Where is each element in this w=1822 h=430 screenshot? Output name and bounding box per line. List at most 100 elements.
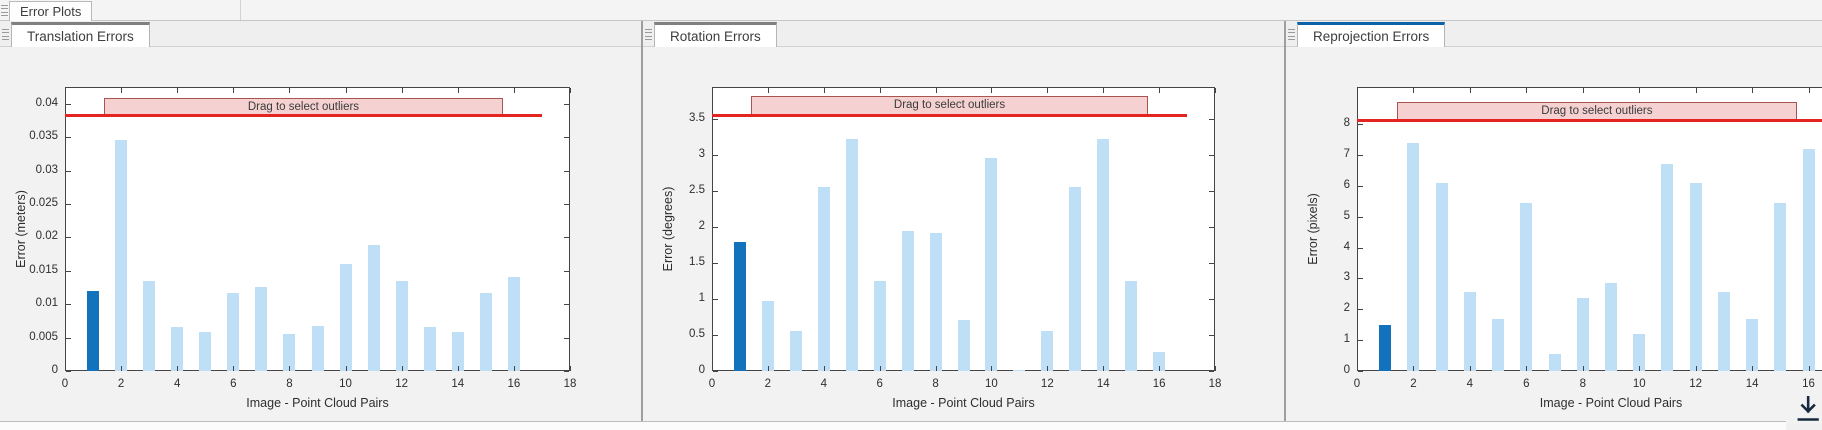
y-tick	[713, 227, 718, 229]
x-tick	[1047, 366, 1049, 371]
x-tick-label: 8	[1579, 378, 1586, 390]
threshold-line[interactable]	[1357, 118, 1822, 122]
y-tick-label: 1.5	[689, 256, 705, 269]
bar-2[interactable]	[1407, 142, 1420, 371]
bar-15[interactable]	[1774, 202, 1787, 371]
grip-icon[interactable]	[645, 29, 652, 40]
x-tick	[1582, 88, 1584, 93]
y-tick	[713, 119, 718, 121]
x-tick	[233, 366, 235, 371]
x-tick	[345, 366, 347, 371]
y-tick	[66, 371, 71, 372]
bar-9[interactable]	[311, 326, 324, 371]
bar-7[interactable]	[901, 230, 914, 371]
bar-1[interactable]	[87, 290, 100, 371]
bar-16[interactable]	[1802, 148, 1815, 371]
export-download-icon[interactable]	[1793, 392, 1821, 426]
bar-8[interactable]	[1576, 298, 1589, 371]
y-tick-label: 4	[1343, 240, 1350, 253]
tab-error-plots[interactable]: Error Plots	[9, 1, 93, 21]
x-tick-label: 2	[1410, 378, 1417, 390]
tab-rotation-errors[interactable]: Rotation Errors	[654, 22, 777, 47]
bar-10[interactable]	[339, 264, 352, 371]
bar-16[interactable]	[507, 277, 520, 371]
y-tick	[1358, 216, 1363, 218]
x-tick-label: 18	[1208, 378, 1222, 390]
bar-3[interactable]	[1435, 182, 1448, 371]
x-tick-label: 16	[507, 378, 521, 390]
y-tick-label: 0.025	[29, 196, 58, 209]
outlier-band[interactable]: Drag to select outliers	[751, 95, 1148, 116]
bar-15[interactable]	[479, 293, 492, 371]
panel-splitter[interactable]	[1284, 21, 1286, 424]
bar-6[interactable]	[1520, 202, 1533, 371]
bar-13[interactable]	[1717, 292, 1730, 371]
bar-10[interactable]	[985, 158, 998, 371]
grip-icon[interactable]	[2, 29, 9, 40]
panel-rotation-errors: Rotation Errors Drag to select outliers 0…	[643, 21, 1284, 424]
translation-tabbar: Translation Errors	[0, 21, 641, 47]
bar-14[interactable]	[451, 332, 464, 371]
bar-4[interactable]	[1463, 292, 1476, 371]
bar-5[interactable]	[845, 138, 858, 371]
bar-7[interactable]	[255, 286, 268, 371]
x-tick	[177, 366, 179, 371]
figure-tabbar: Error Plots	[0, 0, 1822, 21]
x-tick-label: 14	[1745, 378, 1759, 390]
y-tick	[564, 203, 569, 205]
bar-2[interactable]	[761, 300, 774, 371]
bar-4[interactable]	[171, 326, 184, 371]
bar-8[interactable]	[929, 232, 942, 371]
panel-splitter[interactable]	[641, 21, 643, 424]
bar-14[interactable]	[1746, 318, 1759, 371]
bar-9[interactable]	[1605, 283, 1617, 371]
panel-translation-errors: Translation Errors Drag to select outlie…	[0, 21, 641, 424]
band-label: Drag to select outliers	[247, 100, 360, 113]
bar-10[interactable]	[1633, 333, 1646, 371]
grip-icon[interactable]	[1288, 29, 1295, 40]
bar-13[interactable]	[1069, 186, 1082, 371]
y-tick-label: 2	[698, 220, 705, 233]
bar-5[interactable]	[1492, 318, 1505, 371]
x-tick	[1752, 88, 1754, 93]
bar-12[interactable]	[395, 280, 408, 371]
y-tick-label: 0.035	[29, 130, 58, 143]
x-tick-label: 0	[1353, 378, 1361, 390]
bar-15[interactable]	[1125, 281, 1138, 371]
bar-3[interactable]	[143, 280, 156, 371]
tab-translation-errors[interactable]: Translation Errors	[11, 22, 150, 47]
bar-13[interactable]	[423, 326, 436, 371]
grip-icon[interactable]	[1, 5, 8, 16]
bar-8[interactable]	[283, 333, 296, 371]
bar-4[interactable]	[817, 186, 830, 371]
tab-reprojection-errors[interactable]: Reprojection Errors	[1297, 22, 1446, 47]
outlier-band[interactable]: Drag to select outliers	[104, 98, 503, 116]
threshold-line[interactable]	[65, 113, 542, 117]
bar-6[interactable]	[227, 293, 240, 371]
bar-5[interactable]	[199, 332, 212, 371]
bar-14[interactable]	[1097, 139, 1110, 371]
y-tick	[66, 170, 71, 172]
outlier-band[interactable]: Drag to select outliers	[1396, 101, 1798, 121]
bar-1[interactable]	[1379, 324, 1392, 371]
x-tick-label: 18	[563, 378, 577, 390]
x-tick	[233, 88, 235, 93]
bar-1[interactable]	[733, 241, 746, 371]
bar-3[interactable]	[789, 330, 802, 371]
x-tick	[1808, 88, 1810, 93]
x-tick	[991, 366, 993, 371]
x-tick-label: 12	[1689, 378, 1703, 390]
bar-9[interactable]	[957, 319, 970, 371]
bar-7[interactable]	[1548, 354, 1561, 371]
threshold-line[interactable]	[712, 113, 1188, 117]
bar-11[interactable]	[1013, 369, 1026, 371]
bar-2[interactable]	[115, 140, 128, 371]
bar-12[interactable]	[1041, 330, 1054, 371]
bar-16[interactable]	[1153, 351, 1166, 371]
y-tick	[1358, 278, 1363, 280]
bar-11[interactable]	[1661, 164, 1674, 371]
x-tick-label: 10	[1632, 378, 1646, 390]
bar-6[interactable]	[873, 281, 886, 371]
bar-12[interactable]	[1689, 182, 1702, 371]
bar-11[interactable]	[367, 245, 380, 371]
